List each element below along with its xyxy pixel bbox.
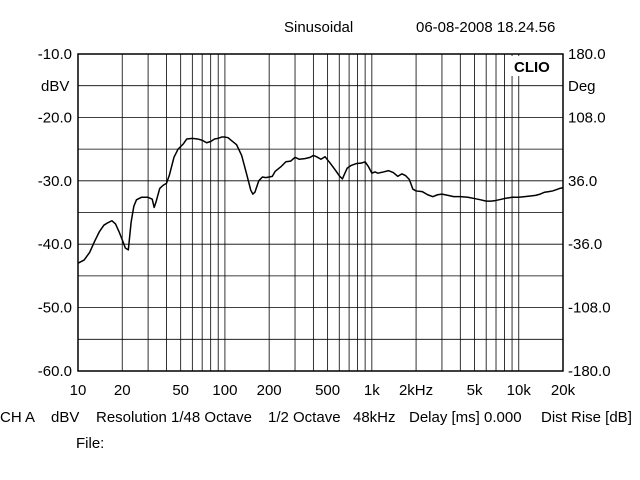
sample-rate-label: 48kHz [353,409,396,426]
clio-logo: CLIO [514,59,550,76]
y2-tick-label: 108.0 [568,109,606,126]
y-tick-label: -20.0 [38,109,72,126]
plot-grid [78,54,563,371]
x-tick-label: 100 [212,382,237,399]
resolution-label: Resolution 1/48 Octave [96,409,252,426]
smoothing-label: 1/2 Octave [268,409,341,426]
frequency-response-curve [77,136,564,264]
x-tick-label: 1k [364,382,380,399]
y-tick-label: -40.0 [38,236,72,253]
file-label: File: [76,435,105,452]
y-tick-label: -50.0 [38,300,72,317]
x-tick-label: 10 [70,382,87,399]
y2-tick-label: 36.0 [568,173,597,190]
x-tick-label: 200 [257,382,282,399]
delay-label: Delay [ms] 0.000 [409,409,522,426]
plot-frame [77,53,564,372]
y2-tick-label: -180.0 [568,363,611,380]
y-tick-label: -10.0 [38,46,72,63]
clio-logo-box [509,56,561,76]
y-tick-label: -60.0 [38,363,72,380]
x-tick-label: 20 [114,382,131,399]
y2-tick-label: -36.0 [568,236,602,253]
x-tick-label: 2kHz [399,382,433,399]
x-tick-label: 50 [172,382,189,399]
y2-tick-label: -108.0 [568,300,611,317]
unit-label: dBV [51,409,80,426]
channel-label: CH A [0,409,36,426]
left-axis-unit: dBV [41,78,69,95]
right-axis-unit: Deg [568,78,596,95]
dist-rise-label: Dist Rise [dB] [541,409,632,426]
x-tick-label: 10k [507,382,532,399]
x-tick-label: 5k [467,382,483,399]
measurement-timestamp: 06-08-2008 18.24.56 [416,19,556,36]
y2-tick-label: 180.0 [568,46,606,63]
x-tick-label: 20k [551,382,576,399]
measurement-mode: Sinusoidal [284,19,354,36]
x-tick-label: 500 [315,382,340,399]
y-tick-label: -30.0 [38,173,72,190]
